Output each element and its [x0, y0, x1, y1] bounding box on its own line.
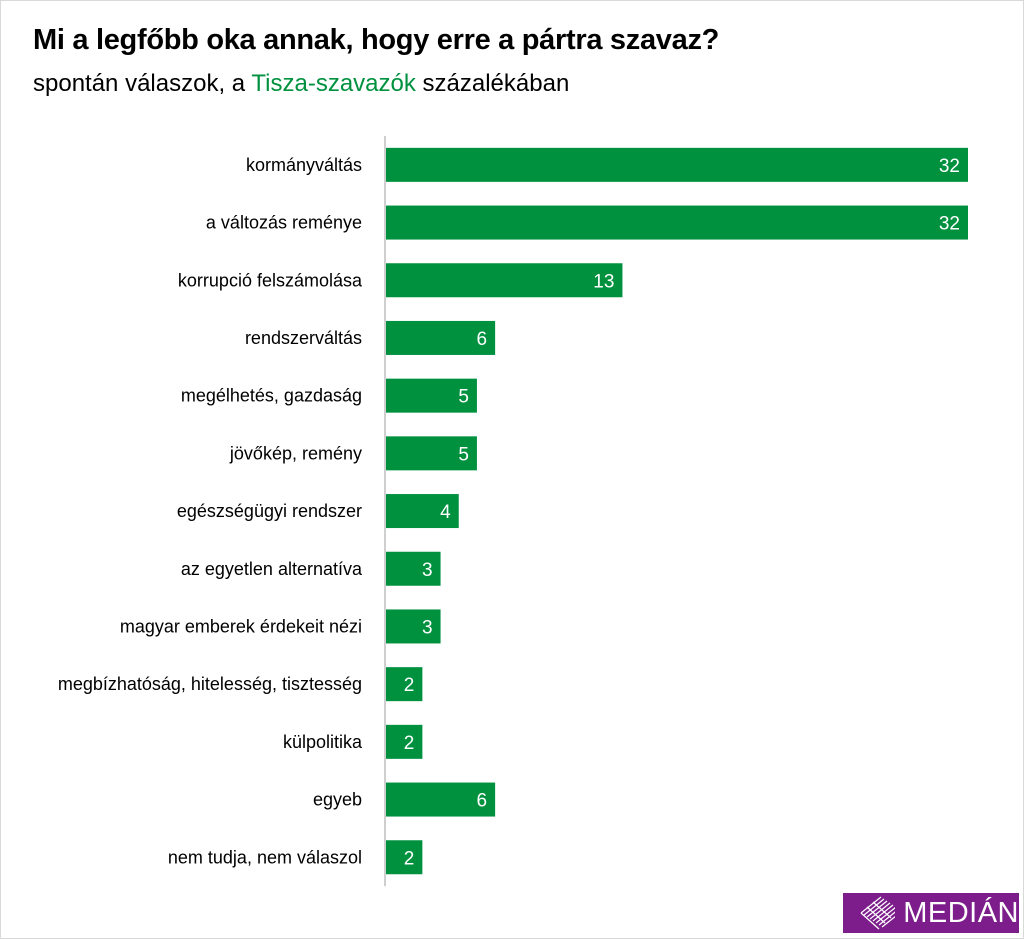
bar-value-label: 5: [458, 444, 469, 465]
bar-value-label: 2: [404, 848, 415, 869]
logo-text: MEDIÁN: [903, 896, 1019, 929]
chart-title: Mi a legfőbb oka annak, hogy erre a párt…: [33, 24, 720, 56]
bar: [386, 263, 623, 298]
category-label: az egyetlen alternatíva: [181, 559, 363, 579]
bar-value-label: 32: [939, 214, 960, 235]
category-label: kormányváltás: [246, 155, 362, 175]
bar-value-label: 6: [477, 329, 488, 350]
category-label: jövőkép, remény: [229, 443, 362, 463]
bar-value-label: 2: [404, 733, 415, 754]
chart-subtitle: spontán válaszok, a Tisza-szavazók száza…: [33, 70, 569, 98]
subtitle-suffix: százalékában: [415, 70, 570, 97]
bar: [386, 494, 459, 529]
category-label: megbízhatóság, hitelesség, tisztesség: [58, 674, 362, 694]
bar: [386, 724, 423, 759]
logo-mark-icon: [860, 896, 896, 930]
bar: [386, 205, 968, 240]
bar: [386, 840, 423, 875]
subtitle-highlight: Tisza-szavazók: [251, 70, 416, 97]
bar: [386, 147, 968, 182]
bar-value-label: 4: [440, 502, 451, 523]
bar-value-label: 32: [939, 156, 960, 177]
category-label: rendszerváltás: [245, 328, 362, 348]
bar: [386, 436, 477, 471]
category-label: külpolitika: [283, 732, 363, 752]
bar: [386, 667, 423, 702]
bar-value-label: 5: [458, 387, 469, 408]
bar: [386, 378, 477, 413]
bar-value-label: 3: [422, 617, 433, 638]
bar-value-label: 2: [404, 675, 415, 696]
category-label: a változás reménye: [206, 213, 362, 233]
bar-value-label: 13: [593, 271, 614, 292]
category-label: nem tudja, nem válaszol: [168, 847, 362, 867]
median-logo: MEDIÁN: [843, 893, 1019, 933]
bar: [386, 782, 496, 817]
bar-value-label: 3: [422, 560, 433, 581]
bar-value-label: 6: [477, 791, 488, 812]
bar: [386, 320, 496, 355]
category-label: korrupció felszámolása: [178, 270, 363, 290]
category-label: magyar emberek érdekeit nézi: [120, 616, 362, 636]
category-label: egyeb: [313, 790, 362, 810]
subtitle-prefix: spontán válaszok, a: [33, 70, 252, 97]
bar: [386, 609, 441, 644]
bar: [386, 551, 441, 586]
category-label: egészségügyi rendszer: [177, 501, 362, 521]
category-label: megélhetés, gazdaság: [181, 386, 362, 406]
